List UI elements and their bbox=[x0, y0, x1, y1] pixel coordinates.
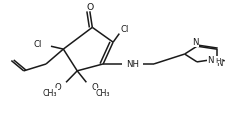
Text: O: O bbox=[54, 83, 61, 92]
Text: CH₃: CH₃ bbox=[43, 88, 57, 97]
Text: NH: NH bbox=[126, 59, 139, 68]
Text: Cl: Cl bbox=[120, 25, 128, 34]
Text: N: N bbox=[207, 56, 214, 65]
Text: O: O bbox=[86, 3, 93, 12]
Text: CH₃: CH₃ bbox=[96, 88, 111, 97]
Text: Cl: Cl bbox=[34, 40, 42, 48]
Text: O: O bbox=[91, 83, 98, 92]
Text: N: N bbox=[192, 38, 199, 47]
Text: H: H bbox=[215, 57, 220, 63]
Text: N: N bbox=[216, 59, 223, 68]
